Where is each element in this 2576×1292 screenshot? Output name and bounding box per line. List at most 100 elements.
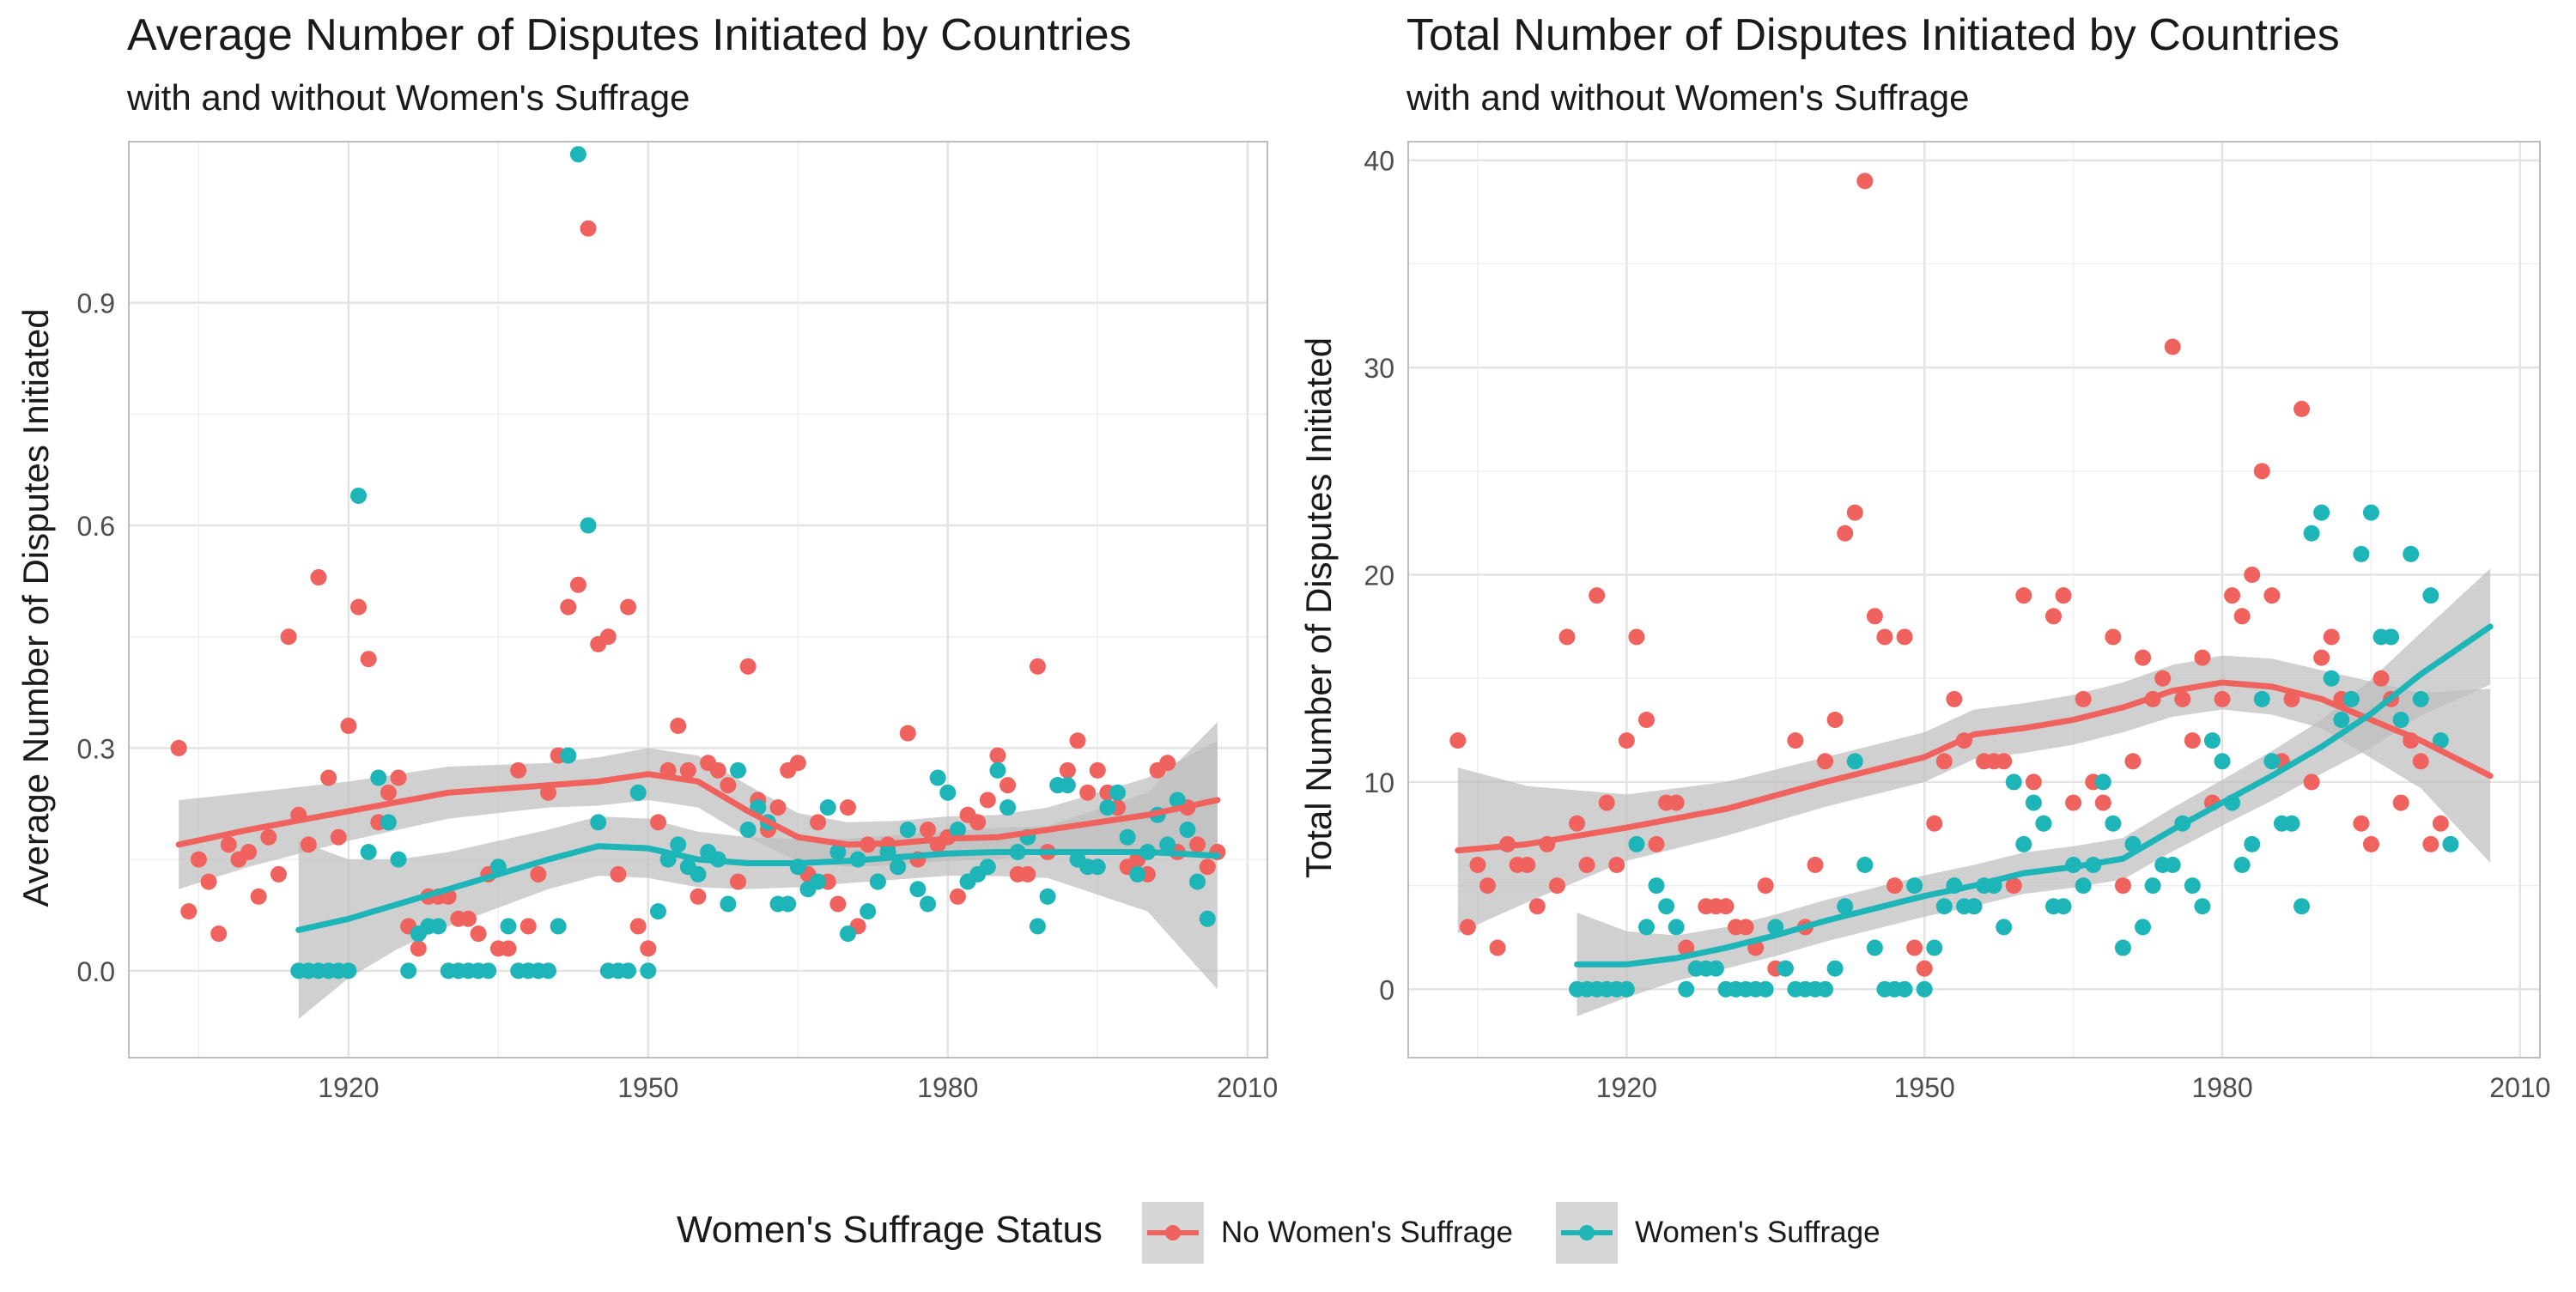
data-point-no-suffrage — [739, 658, 756, 675]
data-point-suffrage — [1648, 877, 1665, 895]
data-point-suffrage — [2392, 712, 2409, 729]
data-point-suffrage — [939, 784, 957, 801]
data-point-no-suffrage — [810, 814, 827, 831]
data-point-no-suffrage — [2154, 670, 2172, 687]
data-point-no-suffrage — [1578, 856, 1595, 873]
data-point-no-suffrage — [599, 628, 617, 646]
data-point-suffrage — [360, 843, 377, 860]
data-point-no-suffrage — [1926, 815, 1943, 832]
x-tick-label: 1920 — [318, 1072, 379, 1103]
data-point-no-suffrage — [310, 569, 327, 586]
data-point-suffrage — [1906, 877, 1923, 895]
data-point-no-suffrage — [1946, 690, 1963, 707]
data-point-no-suffrage — [2114, 877, 2131, 895]
data-point-suffrage — [1658, 898, 1675, 915]
y-tick-label: 10 — [1364, 767, 1394, 798]
data-point-no-suffrage — [1628, 628, 1645, 646]
data-point-no-suffrage — [580, 220, 597, 237]
data-point-suffrage — [869, 873, 886, 890]
data-point-suffrage — [1109, 784, 1127, 801]
data-point-suffrage — [1637, 919, 1655, 936]
data-point-no-suffrage — [2065, 794, 2082, 811]
data-point-no-suffrage — [519, 918, 537, 935]
data-point-no-suffrage — [1856, 173, 1874, 190]
data-point-suffrage — [629, 784, 647, 801]
data-point-no-suffrage — [789, 755, 806, 772]
data-point-no-suffrage — [1069, 732, 1086, 749]
data-point-no-suffrage — [1199, 858, 1216, 876]
data-point-suffrage — [1159, 836, 1176, 853]
data-point-suffrage — [590, 814, 607, 831]
data-point-suffrage — [819, 799, 836, 816]
data-point-no-suffrage — [2313, 649, 2330, 666]
data-point-no-suffrage — [690, 888, 707, 905]
data-point-suffrage — [2442, 835, 2459, 852]
data-point-suffrage — [720, 895, 737, 913]
data-point-suffrage — [2035, 815, 2052, 832]
data-point-no-suffrage — [949, 888, 966, 905]
data-point-no-suffrage — [320, 769, 337, 786]
data-point-suffrage — [1866, 939, 1883, 956]
data-point-no-suffrage — [670, 717, 687, 734]
data-point-suffrage — [2194, 898, 2211, 915]
data-point-suffrage — [2105, 815, 2122, 832]
data-point-suffrage — [1896, 980, 1913, 998]
y-tick-label: 40 — [1364, 146, 1394, 177]
chart-title: Average Number of Disputes Initiated by … — [127, 10, 1132, 60]
chart-subtitle: with and without Women's Suffrage — [126, 77, 690, 118]
data-point-no-suffrage — [250, 888, 267, 905]
data-point-suffrage — [2005, 773, 2022, 791]
data-point-no-suffrage — [1817, 753, 1834, 770]
data-point-no-suffrage — [1589, 587, 1606, 604]
data-point-no-suffrage — [190, 851, 207, 868]
data-point-suffrage — [899, 822, 916, 839]
data-point-no-suffrage — [2135, 649, 2152, 666]
data-point-suffrage — [569, 146, 586, 163]
data-point-suffrage — [999, 799, 1017, 816]
data-point-no-suffrage — [2184, 732, 2201, 749]
data-point-suffrage — [2422, 587, 2439, 604]
data-point-no-suffrage — [210, 925, 228, 943]
data-point-no-suffrage — [979, 792, 996, 809]
data-point-suffrage — [2333, 712, 2350, 729]
data-point-suffrage — [370, 769, 387, 786]
legend-key-point — [1165, 1225, 1181, 1240]
data-point-suffrage — [2353, 545, 2370, 562]
data-point-no-suffrage — [899, 725, 916, 742]
smooth-line-no-suffrage — [175, 771, 1221, 848]
legend-key-point — [1579, 1225, 1595, 1240]
data-point-no-suffrage — [720, 777, 737, 794]
data-point-no-suffrage — [2214, 690, 2231, 707]
data-point-no-suffrage — [2174, 690, 2191, 707]
data-point-no-suffrage — [1029, 658, 1046, 675]
data-point-no-suffrage — [1159, 755, 1176, 772]
data-point-suffrage — [829, 843, 847, 860]
data-point-no-suffrage — [560, 598, 577, 616]
data-point-no-suffrage — [1916, 960, 1933, 977]
data-point-suffrage — [909, 881, 927, 898]
data-point-no-suffrage — [1787, 732, 1804, 749]
plot-panel: 0 10 20 30 40 1920 1950 1980 2010 — [1364, 141, 2550, 1103]
data-point-suffrage — [640, 962, 657, 980]
data-point-no-suffrage — [2233, 608, 2251, 625]
data-point-no-suffrage — [1826, 712, 1844, 729]
data-point-no-suffrage — [1598, 794, 1615, 811]
data-point-no-suffrage — [1717, 898, 1735, 915]
y-tick-label: 0.3 — [77, 733, 115, 764]
data-point-suffrage — [649, 903, 666, 920]
x-tick-label: 1920 — [1596, 1072, 1657, 1103]
data-point-no-suffrage — [2412, 753, 2429, 770]
data-point-no-suffrage — [2372, 670, 2390, 687]
data-point-no-suffrage — [1449, 732, 1467, 749]
legend-label: No Women's Suffrage — [1221, 1216, 1513, 1249]
data-point-no-suffrage — [1935, 753, 1953, 770]
data-point-no-suffrage — [1876, 628, 1893, 646]
data-point-no-suffrage — [1548, 877, 1565, 895]
data-point-suffrage — [1837, 898, 1854, 915]
data-point-no-suffrage — [1528, 898, 1546, 915]
data-point-no-suffrage — [2044, 608, 2062, 625]
data-point-no-suffrage — [1846, 504, 1863, 521]
data-point-no-suffrage — [360, 651, 377, 668]
x-tick-label: 2010 — [1217, 1072, 1278, 1103]
